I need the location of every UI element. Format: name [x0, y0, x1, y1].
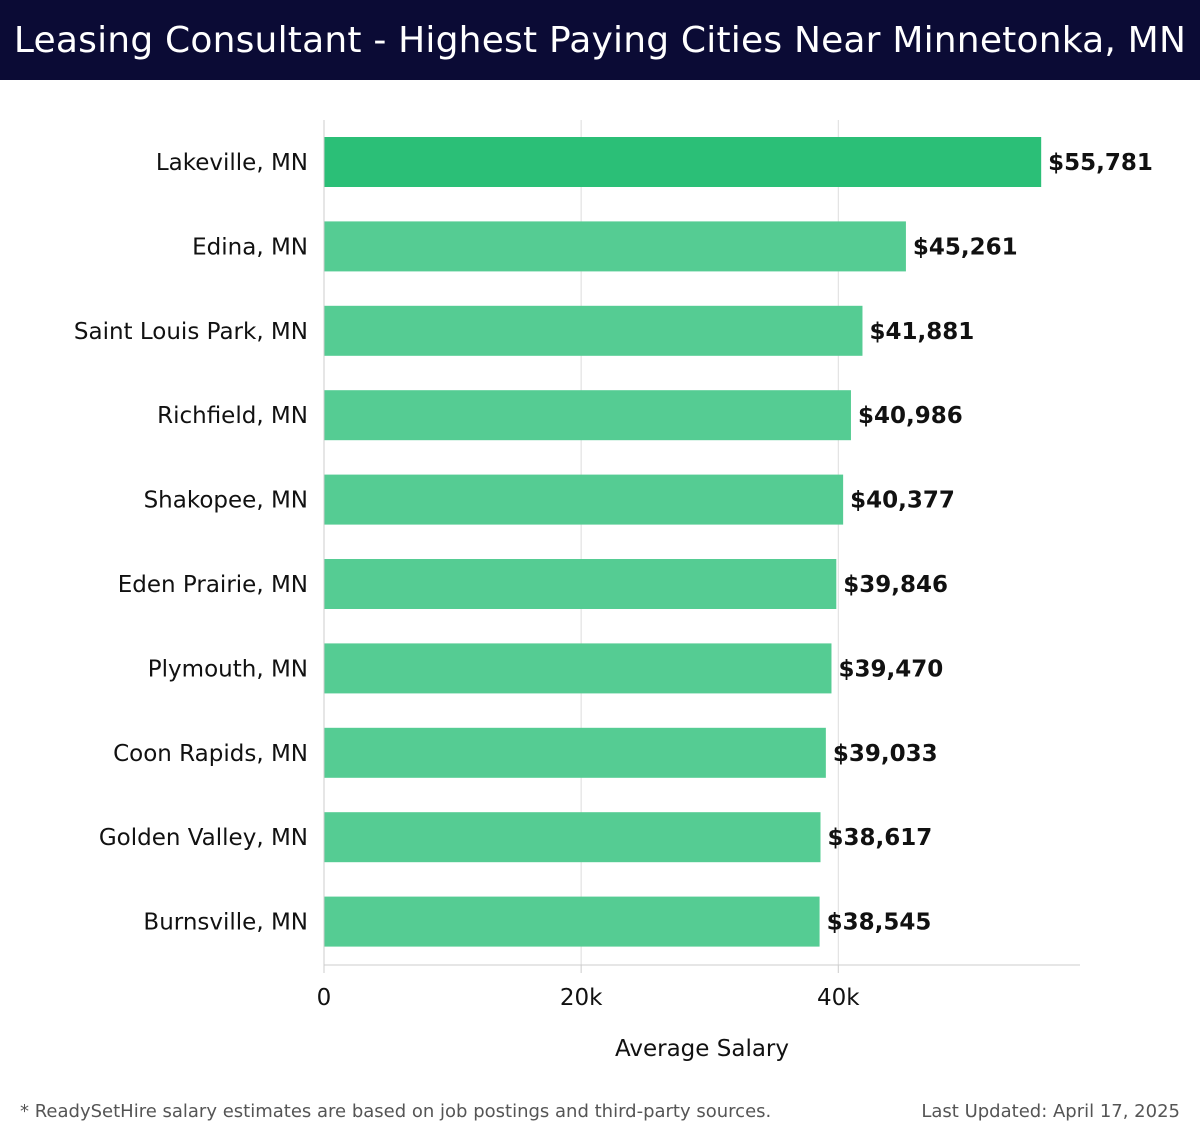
bar-6 — [324, 643, 832, 694]
bar-8 — [324, 812, 821, 863]
bar-7 — [324, 727, 826, 778]
category-label-0: Lakeville, MN — [156, 150, 308, 176]
x-tick-label-0: 0 — [317, 985, 332, 1011]
x-tick-label-1: 20k — [560, 985, 603, 1011]
footer-updated: Last Updated: April 17, 2025 — [921, 1101, 1180, 1122]
value-label-5: $39,846 — [843, 572, 948, 598]
category-label-7: Coon Rapids, MN — [113, 741, 308, 767]
value-label-7: $39,033 — [833, 741, 938, 767]
category-label-9: Burnsville, MN — [143, 910, 308, 936]
bar-5 — [324, 559, 837, 609]
bar-9 — [324, 896, 820, 947]
footer-note: * ReadySetHire salary estimates are base… — [20, 1101, 772, 1122]
bar-3 — [324, 390, 851, 441]
category-label-3: Richfield, MN — [157, 403, 308, 429]
bar-1 — [324, 221, 906, 272]
value-label-6: $39,470 — [838, 656, 943, 682]
value-label-4: $40,377 — [850, 488, 955, 514]
x-axis-label: Average Salary — [615, 1036, 789, 1062]
value-label-9: $38,545 — [827, 910, 932, 936]
category-label-5: Eden Prairie, MN — [118, 572, 308, 598]
value-label-2: $41,881 — [869, 319, 974, 345]
x-tick-label-2: 40k — [817, 985, 860, 1011]
category-label-4: Shakopee, MN — [144, 488, 308, 514]
category-label-6: Plymouth, MN — [148, 656, 308, 682]
value-label-3: $40,986 — [858, 403, 963, 429]
category-label-8: Golden Valley, MN — [99, 825, 308, 851]
value-label-1: $45,261 — [913, 234, 1018, 260]
value-label-0: $55,781 — [1048, 150, 1153, 176]
bar-0 — [324, 137, 1042, 187]
category-label-2: Saint Louis Park, MN — [74, 319, 308, 345]
bar-chart: $55,781 Lakeville, MN $45,261 Edina, MN $41,… — [74, 120, 1153, 1062]
value-label-8: $38,617 — [828, 825, 933, 851]
category-label-1: Edina, MN — [192, 234, 308, 260]
chart-title: Leasing Consultant - Highest Paying Citi… — [0, 0, 1200, 80]
bar-4 — [324, 474, 844, 525]
bar-2 — [324, 305, 863, 356]
